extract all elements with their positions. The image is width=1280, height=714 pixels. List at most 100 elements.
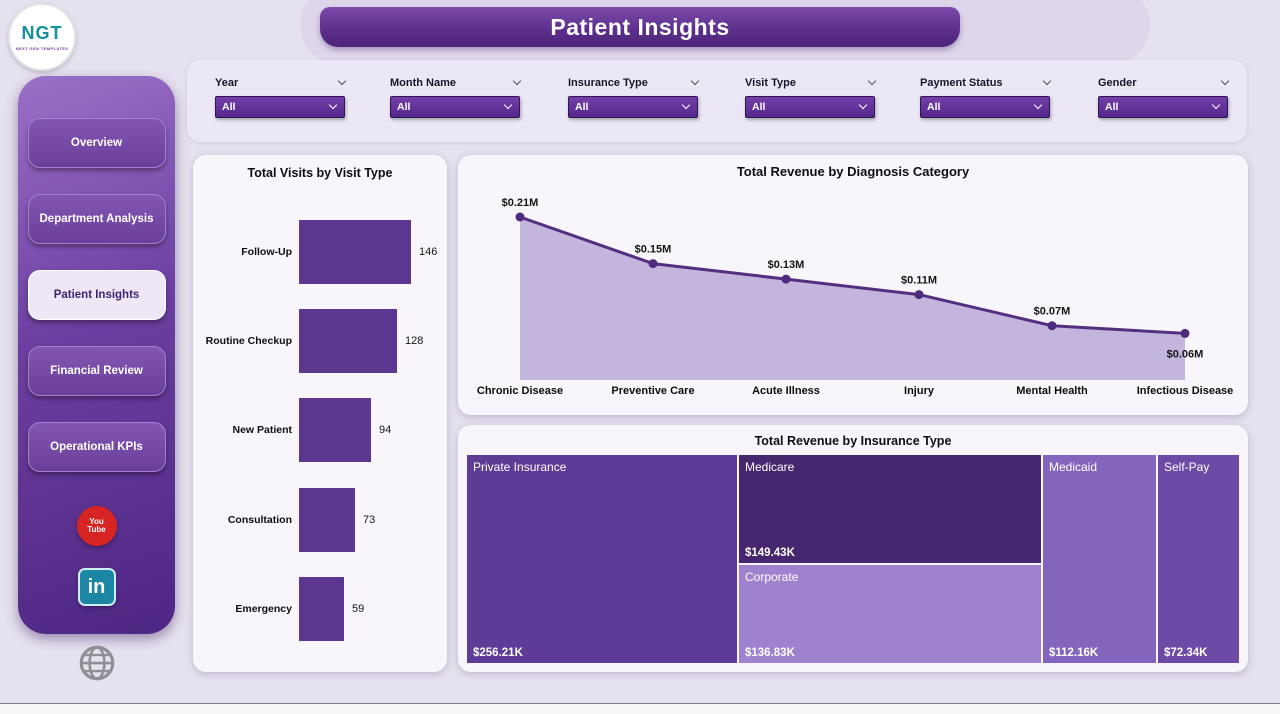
dropdown-value: All xyxy=(397,101,411,113)
bar-category-label: Follow-Up xyxy=(241,245,292,258)
social-links: You Tube in xyxy=(76,506,117,606)
dropdown-value: All xyxy=(752,101,766,113)
data-point-label: $0.06M xyxy=(1167,348,1204,360)
filter-month-name: Month Name All xyxy=(390,75,522,118)
data-point-label: $0.15M xyxy=(635,244,672,256)
treemap-cell-medicare[interactable]: Medicare $149.43K xyxy=(739,455,1041,563)
chart-title: Total Revenue by Diagnosis Category xyxy=(736,164,970,179)
sidebar-item-financial-review[interactable]: Financial Review xyxy=(27,346,166,396)
payment-status-dropdown[interactable]: All xyxy=(920,96,1050,118)
x-axis-label: Chronic Disease xyxy=(477,385,563,397)
chevron-down-icon[interactable] xyxy=(867,76,877,86)
bar-category-label: Emergency xyxy=(235,603,292,616)
page-title: Patient Insights xyxy=(550,13,730,40)
sidebar-item-patient-insights[interactable]: Patient Insights xyxy=(27,270,166,320)
dropdown-value: All xyxy=(575,101,589,113)
visit-type-bar[interactable] xyxy=(299,309,397,374)
linkedin-icon[interactable]: in xyxy=(77,568,116,606)
treemap-cell-value: $72.34K xyxy=(1164,647,1208,659)
visit-type-bar[interactable] xyxy=(299,487,355,552)
data-point-label: $0.11M xyxy=(901,275,937,287)
bottom-edge-strip xyxy=(0,703,1280,714)
data-point-marker[interactable] xyxy=(515,212,525,222)
dropdown-value: All xyxy=(222,101,236,113)
data-point-label: $0.07M xyxy=(1034,306,1071,318)
youtube-text-bottom: Tube xyxy=(87,525,106,534)
youtube-icon[interactable]: You Tube xyxy=(76,506,117,546)
chevron-down-icon[interactable] xyxy=(1042,76,1052,86)
data-point-marker[interactable] xyxy=(1180,328,1190,338)
bar-category-label: Routine Checkup xyxy=(205,335,292,348)
globe-icon[interactable] xyxy=(76,642,118,684)
data-point-label: $0.13M xyxy=(768,259,805,271)
insurance-type-dropdown[interactable]: All xyxy=(568,96,698,118)
treemap-cell-corporate[interactable]: Corporate $136.83K xyxy=(739,565,1041,663)
bar-row: Emergency 59 xyxy=(201,577,439,642)
area-fill xyxy=(520,217,1185,380)
filter-bar: Year All Month Name All Insurance Type A… xyxy=(187,60,1247,142)
filter-gender: Gender All xyxy=(1098,75,1230,118)
x-axis-label: Injury xyxy=(904,385,935,397)
chevron-down-icon[interactable] xyxy=(512,76,522,86)
revenue-area-chart: $0.21M Chronic Disease $0.15M Preventive Ca… xyxy=(477,197,1233,397)
visit-type-bar[interactable] xyxy=(299,577,344,642)
data-point-marker[interactable] xyxy=(648,259,658,269)
bar-row: Follow-Up 146 xyxy=(201,219,439,284)
filter-payment-status: Payment Status All xyxy=(920,75,1052,118)
bar-row: Consultation 73 xyxy=(201,487,439,552)
x-axis-label: Acute Illness xyxy=(752,385,820,397)
visit-type-bar[interactable] xyxy=(299,219,411,284)
sidebar-item-operational-kpis[interactable]: Operational KPIs xyxy=(27,422,166,472)
chevron-down-icon xyxy=(858,100,868,110)
visit-type-dropdown[interactable]: All xyxy=(745,96,875,118)
bar-row: New Patient 94 xyxy=(201,398,439,463)
chevron-down-icon[interactable] xyxy=(690,76,700,86)
filter-visit-type: Visit Type All xyxy=(745,75,877,118)
chart-title: Total Visits by Visit Type xyxy=(247,166,393,180)
chevron-down-icon[interactable] xyxy=(337,76,347,86)
ngt-logo: NGT NEXT GEN TEMPLATES xyxy=(8,3,76,71)
treemap-cell-label: Self-Pay xyxy=(1164,460,1210,474)
treemap-cell-value: $256.21K xyxy=(473,647,523,659)
dropdown-value: All xyxy=(927,101,941,113)
dropdown-value: All xyxy=(1105,101,1119,113)
chevron-down-icon xyxy=(681,100,691,110)
treemap-cell-private-insurance[interactable]: Private Insurance $256.21K xyxy=(467,455,737,663)
gender-dropdown[interactable]: All xyxy=(1098,96,1228,118)
treemap-cell-label: Medicaid xyxy=(1049,460,1098,474)
bar-value-label: 73 xyxy=(363,513,376,526)
data-point-marker[interactable] xyxy=(1047,321,1057,331)
x-axis-label: Mental Health xyxy=(1016,385,1088,397)
header-banner: Patient Insights xyxy=(320,7,960,47)
revenue-line xyxy=(519,215,1186,335)
year-dropdown[interactable]: All xyxy=(215,96,345,118)
filter-label: Insurance Type xyxy=(568,77,648,89)
treemap-cell-label: Medicare xyxy=(745,460,795,474)
revenue-by-insurance-card: Total Revenue by Insurance Type Private … xyxy=(458,425,1248,672)
chevron-down-icon xyxy=(328,100,338,110)
filter-label: Visit Type xyxy=(745,77,796,89)
treemap-cell-value: $149.43K xyxy=(745,547,795,559)
bar-category-label: New Patient xyxy=(232,424,292,437)
data-point-marker[interactable] xyxy=(914,290,924,300)
sidebar-item-overview[interactable]: Overview xyxy=(27,118,166,168)
data-point-label: $0.21M xyxy=(502,197,539,209)
sidebar-nav: Overview Department Analysis Patient Ins… xyxy=(18,76,175,634)
bar-category-label: Consultation xyxy=(227,513,292,526)
filter-year: Year All xyxy=(215,75,347,118)
sidebar-item-department-analysis[interactable]: Department Analysis xyxy=(27,194,166,244)
treemap-cell-medicaid[interactable]: Medicaid $112.16K xyxy=(1043,455,1156,663)
bar-value-label: 94 xyxy=(379,424,392,437)
bar-row: Routine Checkup 128 xyxy=(201,309,439,374)
data-point-marker[interactable] xyxy=(781,274,791,284)
logo-tagline: NEXT GEN TEMPLATES xyxy=(15,46,69,51)
month-name-dropdown[interactable]: All xyxy=(390,96,520,118)
visit-type-bar[interactable] xyxy=(299,398,371,463)
chevron-down-icon[interactable] xyxy=(1220,76,1230,86)
filter-insurance-type: Insurance Type All xyxy=(568,75,700,118)
chevron-down-icon xyxy=(503,100,513,110)
visits-by-visit-type-card: Total Visits by Visit Type Follow-Up 146 R… xyxy=(193,155,447,672)
treemap-cell-value: $136.83K xyxy=(745,647,795,659)
treemap-cell-self-pay[interactable]: Self-Pay $72.34K xyxy=(1158,455,1239,663)
